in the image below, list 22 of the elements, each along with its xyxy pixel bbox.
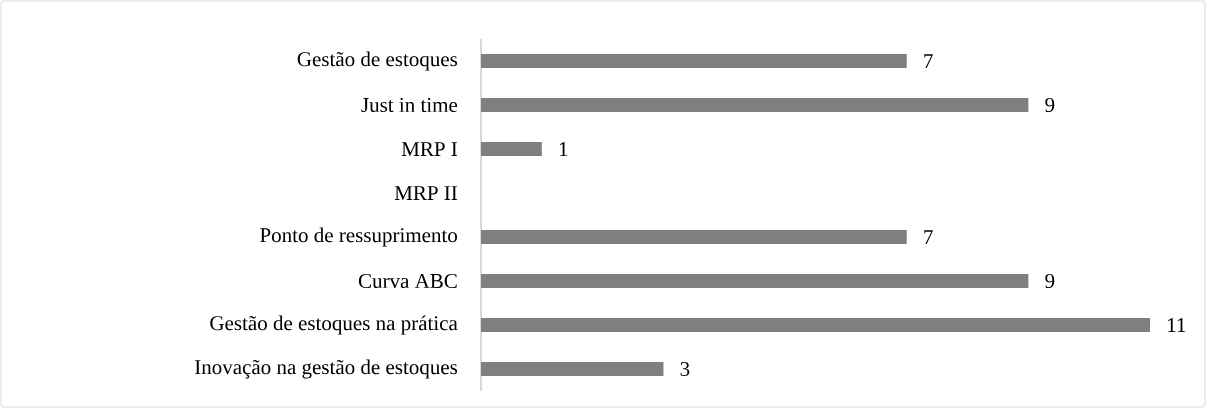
y-tick-label: Inovação na gestão de estoques [194, 359, 458, 379]
bar [481, 54, 907, 69]
bar [481, 142, 542, 157]
bar [481, 318, 1151, 333]
y-tick-label: Curva ABC [358, 273, 457, 289]
y-tick-label: Just in time [361, 97, 458, 113]
data-label: 3 [680, 361, 690, 377]
bar [481, 98, 1029, 113]
y-tick-label: Gestão de estoques na prática [210, 315, 458, 335]
data-label: 7 [924, 230, 933, 244]
data-label: 7 [924, 54, 933, 68]
y-tick-label: Ponto de ressuprimento [260, 227, 458, 247]
bar [481, 274, 1029, 289]
data-label: 11 [1168, 318, 1186, 332]
data-label: 1 [559, 142, 568, 156]
data-label: 9 [1045, 97, 1055, 113]
y-tick-label: Gestão de estoques [297, 51, 458, 71]
bar [481, 230, 907, 245]
y-tick-label: MRP I [401, 142, 458, 156]
y-tick-label: MRP II [394, 186, 458, 200]
data-label: 9 [1045, 273, 1055, 289]
bar [481, 362, 664, 377]
